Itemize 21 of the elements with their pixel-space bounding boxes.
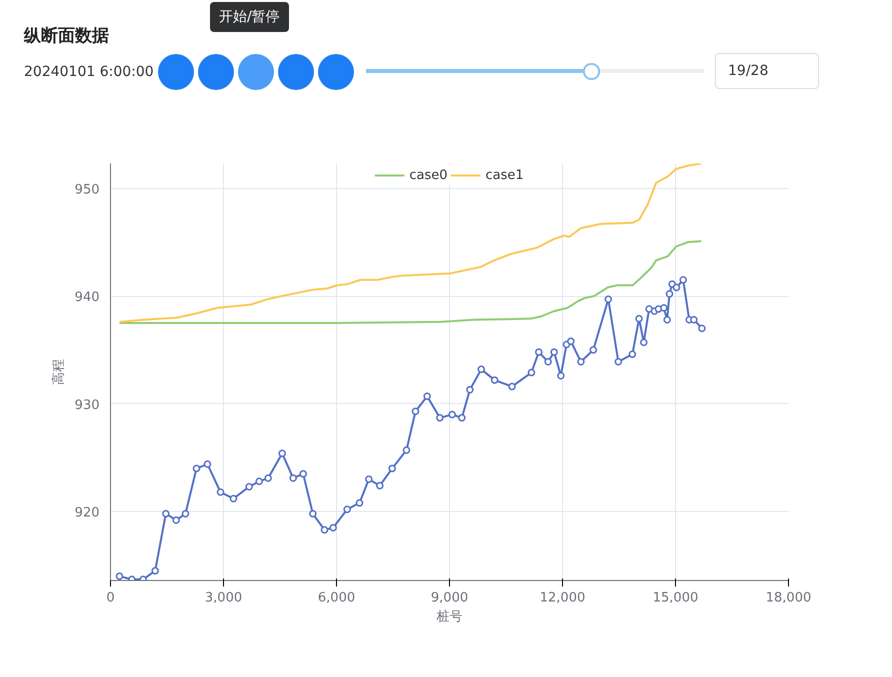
line-series [118,164,702,323]
x-tick-label: 15,000 [652,590,698,606]
y-tick-label: 950 [74,182,100,198]
y-tick-label: 920 [74,506,100,521]
y-axis-title: 高程 [50,359,67,385]
chart-title: 纵断面数据 [24,25,109,47]
legend-label: case0 [409,168,448,182]
x-tick-label: 9,000 [430,590,468,606]
x-tick-label: 3,000 [204,590,242,606]
x-tick-label: 6,000 [318,590,356,606]
text: 19/28 [715,53,819,89]
line-series [118,240,702,324]
legend-label: case1 [486,168,524,182]
y-tick-label: 930 [74,398,100,413]
x-axis-title: 桩号 [436,610,462,624]
y-tick-label: 940 [74,290,100,306]
x-tick-label: 18,000 [766,590,812,606]
x-tick-label: 12,000 [540,590,586,606]
text: 开始/暂停 [210,2,289,32]
x-tick-label: 0 [106,590,115,606]
text: 20240101 6:00:00 [24,64,154,80]
